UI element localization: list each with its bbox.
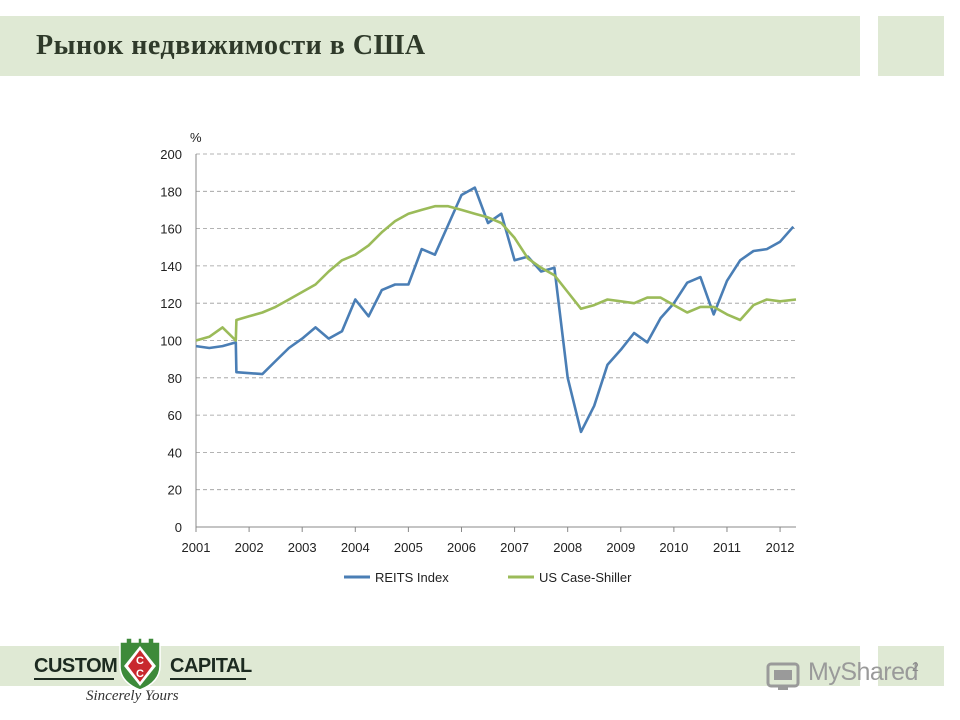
y-tick-label: 0 <box>175 520 182 535</box>
x-tick-label: 2011 <box>713 540 741 555</box>
series-line-0 <box>195 186 795 434</box>
x-tick-label: 2007 <box>500 540 529 555</box>
y-tick-label: 40 <box>168 445 182 460</box>
svg-text:C: C <box>136 655 144 667</box>
series-line-1 <box>195 204 797 342</box>
y-axis-label: % <box>190 130 202 145</box>
x-tick-label: 2001 <box>182 540 211 555</box>
x-tick-label: 2010 <box>659 540 688 555</box>
logo-word-right: CAPITAL <box>170 655 252 677</box>
y-tick-label: 80 <box>168 371 182 386</box>
logo-word-left: CUSTOM <box>34 655 118 677</box>
logo-underline-right <box>170 678 246 680</box>
x-tick-label: 2003 <box>288 540 317 555</box>
y-tick-label: 160 <box>160 222 182 237</box>
y-tick-label: 200 <box>160 147 182 162</box>
title-band <box>0 16 860 76</box>
y-tick-label: 120 <box>160 296 182 311</box>
logo-underline-left <box>34 678 114 680</box>
chart-container: 0 20 40 60 80 100 120 140 160 180 200% 2001 2002 2003… <box>148 112 808 598</box>
x-tick-label: 2012 <box>766 540 795 555</box>
x-tick-label: 2009 <box>606 540 635 555</box>
title-band-accent <box>878 16 944 76</box>
x-tick-label: 2006 <box>447 540 476 555</box>
y-tick-label: 20 <box>168 483 182 498</box>
x-tick-label: 2005 <box>394 540 423 555</box>
legend-label-1: US Case-Shiller <box>539 570 632 585</box>
legend-label-0: REITS Index <box>375 570 449 585</box>
svg-text:C: C <box>136 668 144 680</box>
watermark-text: MyShared <box>808 658 918 686</box>
shield-logo-icon: C C <box>119 637 161 691</box>
slide-title: Рынок недвижимости в США <box>36 30 426 61</box>
line-chart: 0 20 40 60 80 100 120 140 160 180 200% 2001 2002 2003… <box>160 130 797 585</box>
y-tick-label: 180 <box>160 184 182 199</box>
footer-band-accent <box>878 646 944 686</box>
y-tick-label: 100 <box>160 334 182 349</box>
x-tick-label: 2002 <box>235 540 264 555</box>
x-tick-label: 2004 <box>341 540 370 555</box>
y-tick-label: 140 <box>160 259 182 274</box>
y-tick-label: 60 <box>168 408 182 423</box>
x-tick-label: 2008 <box>553 540 582 555</box>
watermark-icon <box>766 662 800 690</box>
page-number: 2 <box>912 660 919 674</box>
logo-tagline: Sincerely Yours <box>86 688 179 704</box>
